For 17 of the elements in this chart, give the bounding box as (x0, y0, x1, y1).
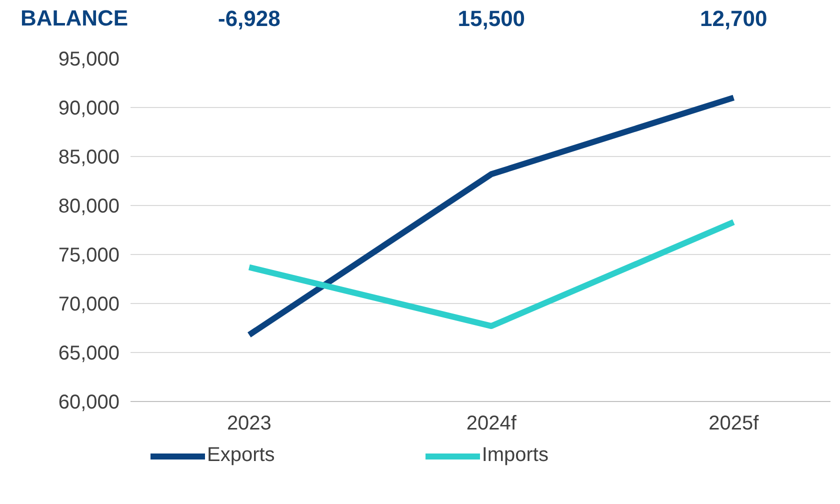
y-tick-label: 95,000 (58, 48, 120, 70)
x-tick-label: 2025f (708, 412, 760, 434)
text: -6,928 (218, 6, 280, 32)
x-tick-label: 2023 (226, 412, 272, 434)
y-tick-label: 80,000 (58, 196, 120, 218)
text: 15,500 (458, 6, 526, 32)
y-tick-label: 75,000 (58, 244, 120, 266)
y-tick-label: 70,000 (58, 294, 120, 316)
legend-label: Exports (207, 444, 275, 467)
y-tick-label: 85,000 (58, 146, 120, 168)
y-tick-label: 65,000 (58, 342, 120, 364)
legend-label: Imports (482, 444, 548, 467)
x-tick-label: 2024f (466, 412, 517, 434)
text: 12,700 (700, 6, 768, 32)
y-tick-label: 90,000 (58, 98, 120, 120)
y-tick-label: 60,000 (58, 392, 120, 414)
text: BALANCE (20, 6, 128, 31)
